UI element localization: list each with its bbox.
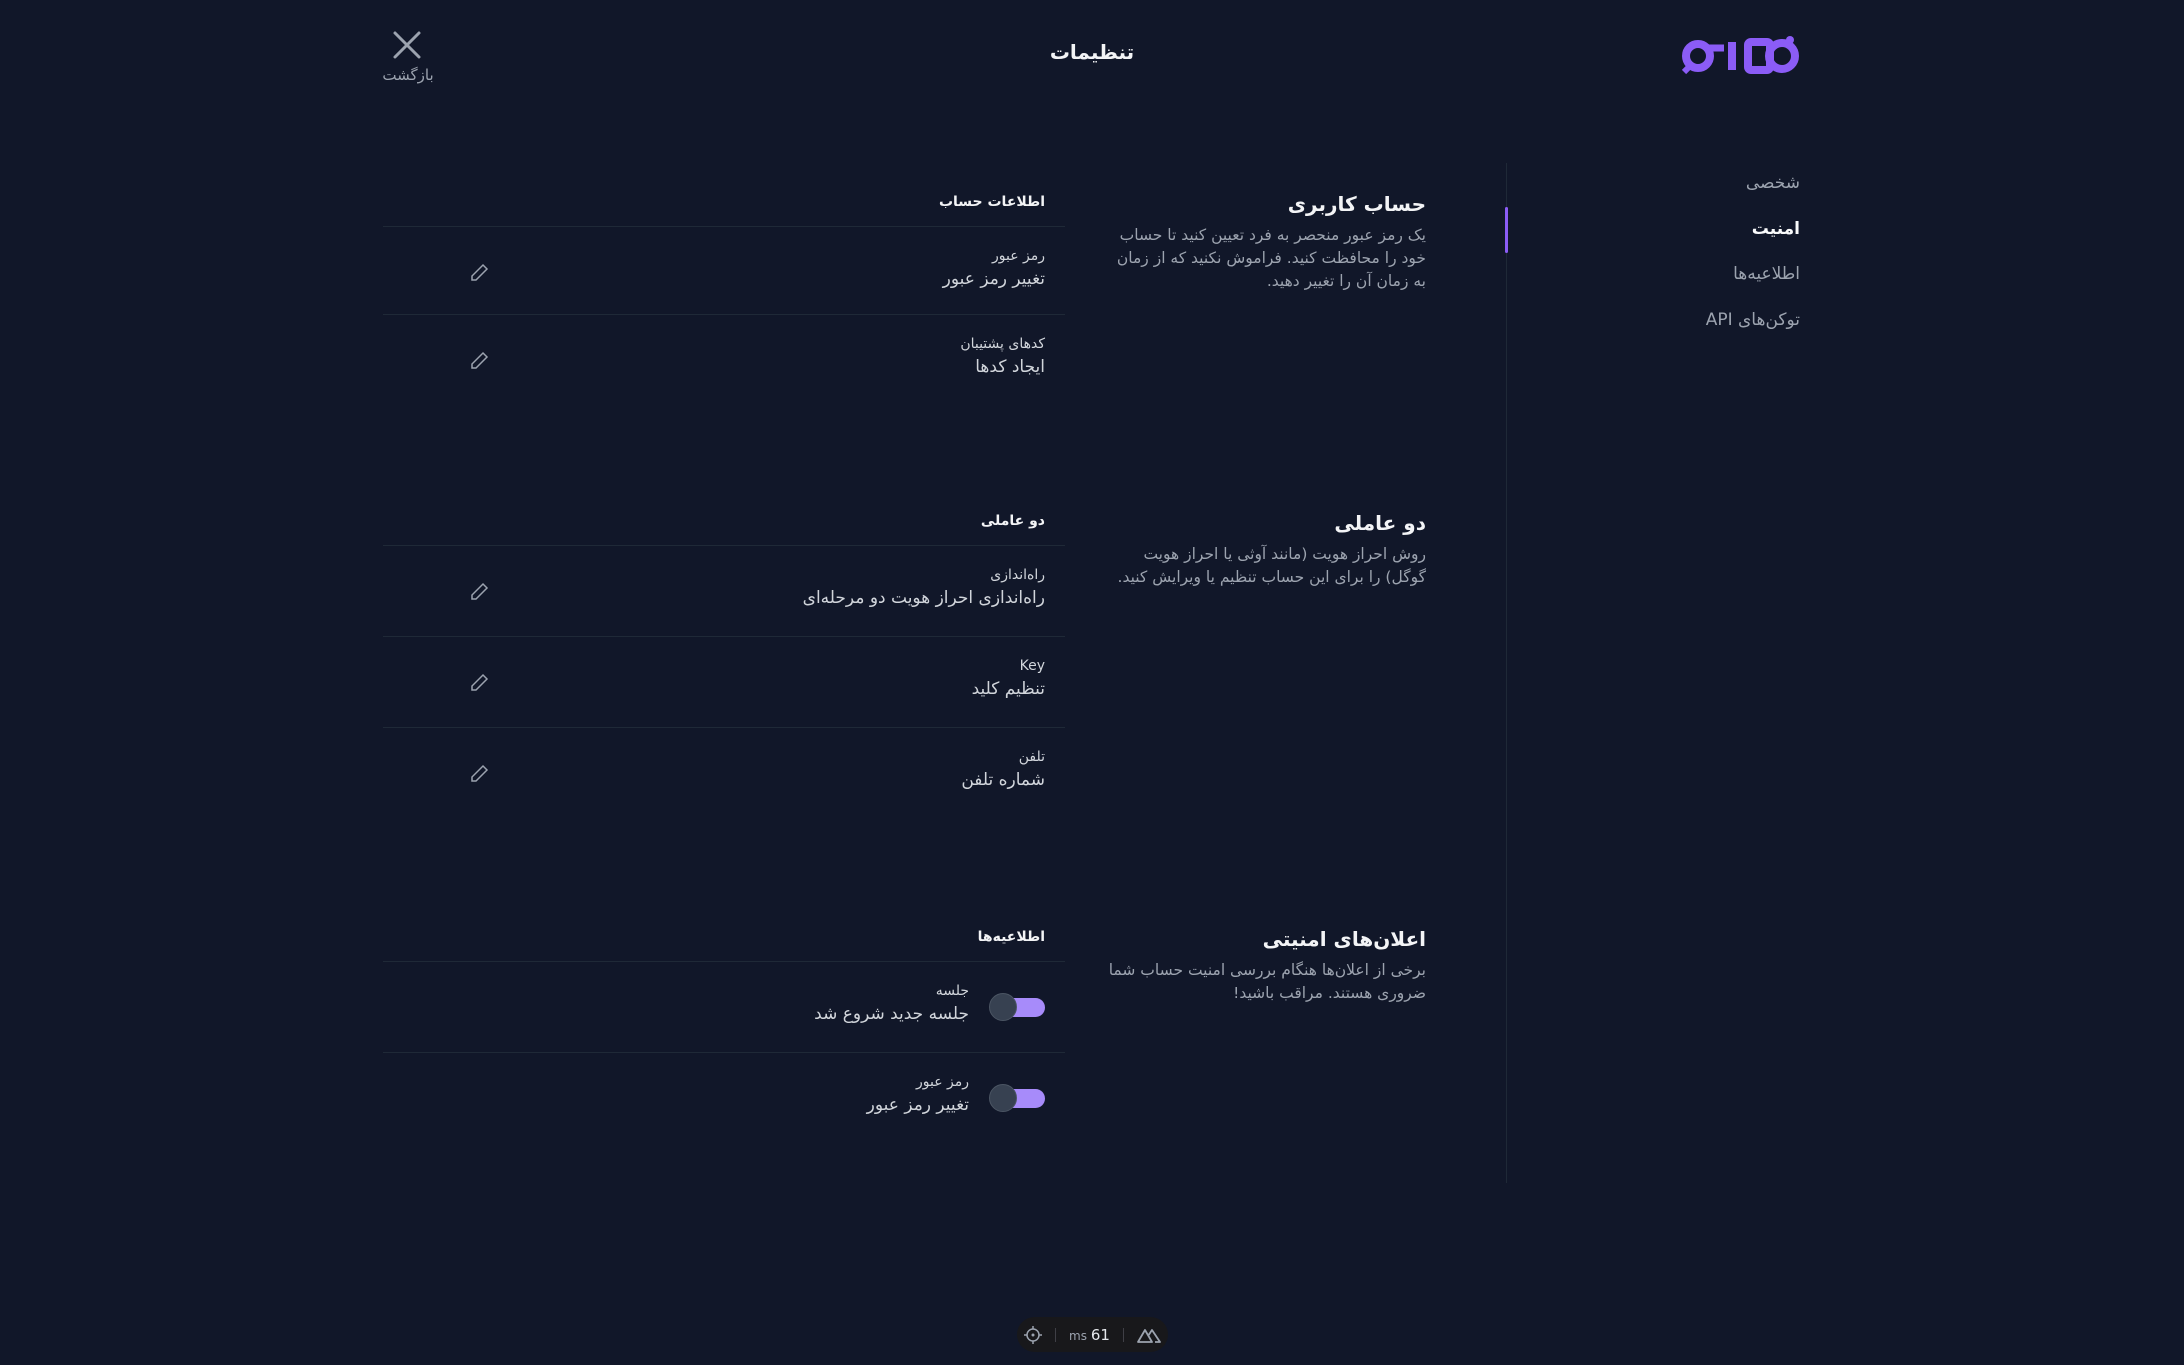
row-label: جلسه xyxy=(935,983,969,999)
section-title: اعلان‌های امنیتی xyxy=(1262,927,1426,951)
list-item: رمز عبور تغییر رمز عبور xyxy=(383,1053,1065,1143)
devtools-bar: ms 61 xyxy=(1017,1317,1168,1352)
security-alerts-section-info: اعلان‌های امنیتی برخی از اعلان‌ها هنگام … xyxy=(1106,927,1426,1005)
form-title: دو عاملی xyxy=(383,511,1065,546)
close-icon[interactable] xyxy=(390,28,424,62)
back-button[interactable]: بازگشت xyxy=(382,66,434,84)
notifications-form: اطلاعیه‌ها جلسه جلسه جدید شروع شد رمز عبو… xyxy=(383,927,1065,1143)
list-item: کدهای پشتیبان ایجاد کدها xyxy=(383,315,1065,402)
render-time-value: 61 xyxy=(1090,1325,1110,1344)
section-description: روش احراز هویت (مانند آوثی یا احراز هویت… xyxy=(1117,545,1426,586)
row-label: تلفن xyxy=(1018,749,1045,765)
section-description: برخی از اعلان‌ها هنگام بررسی امنیت حساب … xyxy=(1108,961,1426,1002)
list-item: Key تنظیم کلید xyxy=(383,637,1065,728)
sidebar-item-api-tokens[interactable]: توکن‌های API xyxy=(1705,309,1800,330)
render-time: ms 61 xyxy=(1069,1326,1110,1344)
sidebar-item-security[interactable]: امنیت xyxy=(1751,218,1800,239)
pencil-icon[interactable] xyxy=(469,261,491,283)
two-factor-section-info: دو عاملی روش احراز هویت (مانند آوثی یا ا… xyxy=(1106,511,1426,589)
settings-sidebar: شخصی امنیت اطلاعیه‌ها توکن‌های API xyxy=(1580,168,1800,350)
logo[interactable] xyxy=(1678,34,1800,76)
form-title: اطلاعات حساب xyxy=(383,192,1065,227)
section-title: دو عاملی xyxy=(1334,511,1426,535)
account-form: اطلاعات حساب رمز عبور تغییر رمز عبور کدها… xyxy=(383,192,1065,402)
row-value: تغییر رمز عبور xyxy=(942,269,1045,289)
row-value: تغییر رمز عبور xyxy=(866,1095,969,1115)
pencil-icon[interactable] xyxy=(469,762,491,784)
row-value: تنظیم کلید xyxy=(971,679,1045,699)
pencil-icon[interactable] xyxy=(469,349,491,371)
list-item: رمز عبور تغییر رمز عبور xyxy=(383,227,1065,315)
row-value: جلسه جدید شروع شد xyxy=(814,1004,969,1024)
row-value: ایجاد کدها xyxy=(975,357,1045,377)
row-value: شماره تلفن xyxy=(961,770,1045,790)
row-label: کدهای پشتیبان xyxy=(960,336,1045,352)
nuxt-icon[interactable] xyxy=(1137,1327,1162,1343)
list-item: راه‌اندازی راه‌اندازی احراز هویت دو مرحله… xyxy=(383,546,1065,637)
section-description: یک رمز عبور منحصر به فرد تعیین کنید تا ح… xyxy=(1116,226,1426,290)
row-label: رمز عبور xyxy=(915,1074,969,1090)
password-toggle[interactable] xyxy=(989,1084,1045,1112)
row-label: راه‌اندازی xyxy=(990,567,1045,583)
active-indicator xyxy=(1505,207,1508,253)
crosshair-icon[interactable] xyxy=(1023,1325,1042,1344)
list-item: جلسه جلسه جدید شروع شد xyxy=(383,962,1065,1053)
page-title: تنظیمات xyxy=(1049,40,1135,64)
pencil-icon[interactable] xyxy=(469,580,491,602)
two-factor-form: دو عاملی راه‌اندازی راه‌اندازی احراز هویت… xyxy=(383,511,1065,818)
session-toggle[interactable] xyxy=(989,993,1045,1021)
sidebar-item-personal[interactable]: شخصی xyxy=(1745,173,1800,193)
row-label: رمز عبور xyxy=(991,248,1045,264)
form-title: اطلاعیه‌ها xyxy=(383,927,1065,962)
row-value: راه‌اندازی احراز هویت دو مرحله‌ای xyxy=(802,588,1045,608)
sidebar-divider xyxy=(1506,163,1507,1183)
list-item: تلفن شماره تلفن xyxy=(383,728,1065,818)
render-time-unit: ms xyxy=(1069,1328,1087,1343)
row-label: Key xyxy=(1019,658,1045,674)
account-section-info: حساب کاربری یک رمز عبور منحصر به فرد تعی… xyxy=(1106,192,1426,293)
sidebar-item-notifications[interactable]: اطلاعیه‌ها xyxy=(1733,264,1800,284)
section-title: حساب کاربری xyxy=(1287,192,1426,216)
pencil-icon[interactable] xyxy=(469,671,491,693)
